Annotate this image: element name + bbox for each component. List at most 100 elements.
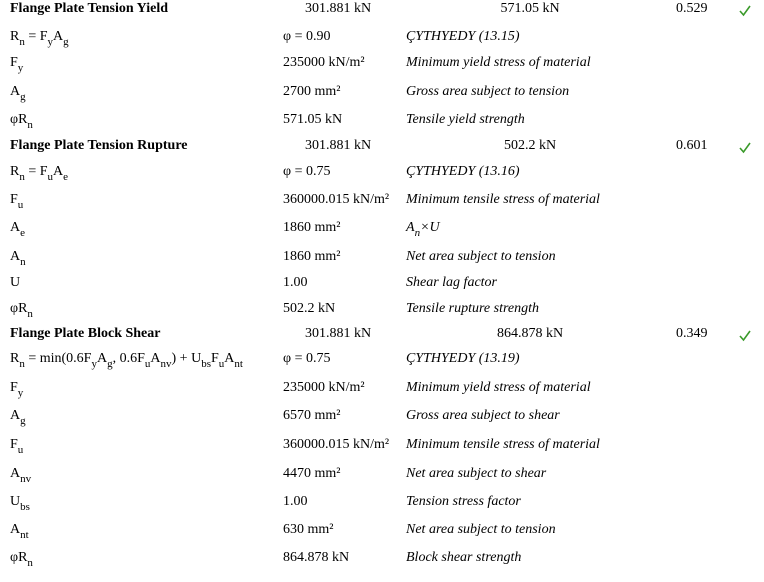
text: R	[10, 29, 20, 44]
text: A	[10, 249, 21, 264]
note: An×U	[406, 220, 440, 239]
symbol: Fu	[10, 437, 24, 456]
subscript: n	[19, 36, 25, 48]
text: A	[224, 351, 235, 366]
subscript: e	[20, 227, 26, 239]
note: Tension stress factor	[406, 494, 521, 509]
note: Minimum yield stress of material	[406, 380, 591, 395]
subscript: g	[20, 415, 26, 427]
note: Tensile rupture strength	[406, 301, 540, 316]
value: 2700 mm²	[283, 84, 341, 99]
text: = min(0.6F	[24, 351, 92, 366]
value: 235000 kN/m²	[283, 380, 365, 395]
capacity: 571.05 kN	[500, 1, 560, 16]
text: A	[406, 220, 415, 235]
value: 1.00	[283, 494, 308, 509]
note: Gross area subject to shear	[406, 408, 560, 423]
subscript: nv	[20, 473, 32, 485]
ratio: 0.529	[676, 1, 708, 16]
capacity: 502.2 kN	[503, 138, 557, 153]
subscript: u	[17, 444, 24, 456]
text: A	[150, 351, 161, 366]
value: 1860 mm²	[283, 220, 341, 235]
note: Tensile yield strength	[406, 112, 525, 127]
value: 6570 mm²	[283, 408, 341, 423]
note: Minimum tensile stress of material	[406, 192, 600, 207]
text: φR	[10, 112, 28, 127]
subscript: u	[218, 358, 225, 370]
note: Net area subject to tension	[406, 522, 556, 537]
symbol: φRn	[10, 112, 33, 131]
subscript: u	[17, 199, 24, 211]
text: ×U	[420, 220, 440, 235]
value: 4470 mm²	[283, 466, 341, 481]
text: φR	[10, 550, 28, 565]
subscript: y	[47, 36, 54, 48]
subscript: nv	[160, 358, 172, 370]
symbol: Fy	[10, 55, 23, 74]
text: F	[10, 55, 18, 70]
text: A	[53, 164, 64, 179]
subscript: g	[20, 91, 26, 103]
subscript: n	[19, 358, 25, 370]
subscript: nt	[20, 529, 29, 541]
text: F	[210, 351, 219, 366]
note: Minimum yield stress of material	[406, 55, 591, 70]
ratio: 0.349	[676, 326, 708, 341]
symbol: Rn = FuAe	[10, 164, 69, 183]
symbol: Ae	[10, 220, 26, 239]
demand: 301.881 kN	[305, 326, 372, 341]
symbol: Ant	[10, 522, 29, 541]
capacity: 864.878 kN	[496, 326, 564, 341]
text: A	[10, 408, 21, 423]
value: 235000 kN/m²	[283, 55, 365, 70]
value: 360000.015 kN/m²	[283, 437, 390, 452]
note: Gross area subject to tension	[406, 84, 570, 99]
text: F	[10, 437, 18, 452]
text: R	[10, 351, 20, 366]
text: U	[10, 275, 21, 290]
subscript: y	[91, 358, 97, 370]
value: φ = 0.75	[283, 164, 331, 179]
text: F	[10, 380, 18, 395]
text: φR	[10, 301, 28, 316]
note: Minimum tensile stress of material	[406, 437, 600, 452]
symbol: φRn	[10, 550, 33, 569]
text: = F	[24, 164, 48, 179]
check-icon	[739, 5, 751, 17]
symbol: φRn	[10, 301, 33, 320]
note: ÇYTHYEDY (13.16)	[406, 164, 520, 179]
subscript: n	[414, 227, 421, 239]
text: A	[10, 84, 21, 99]
value: 1.00	[283, 275, 308, 290]
value: 360000.015 kN/m²	[283, 192, 390, 207]
text: R	[10, 164, 20, 179]
subscript: y	[17, 387, 24, 399]
symbol: Ubs	[10, 494, 30, 513]
subscript: n	[20, 256, 26, 268]
value: φ = 0.75	[283, 351, 331, 366]
subscript: bs	[201, 358, 211, 370]
symbol: Fu	[10, 192, 24, 211]
symbol: Anv	[10, 466, 32, 485]
value: 571.05 kN	[283, 112, 343, 127]
symbol: Ag	[10, 84, 26, 103]
subscript: u	[144, 358, 151, 370]
subscript: e	[63, 171, 69, 183]
check-icon	[739, 142, 751, 154]
symbol: U	[10, 275, 20, 291]
subscript: u	[47, 171, 54, 183]
symbol: Rn = FyAg	[10, 29, 69, 48]
demand: 301.881 kN	[305, 1, 372, 16]
section-title: Flange Plate Tension Rupture	[10, 138, 188, 153]
text: ) + U	[171, 351, 202, 366]
note: Block shear strength	[406, 550, 522, 565]
note: ÇYTHYEDY (13.15)	[406, 29, 520, 44]
text: A	[10, 220, 21, 235]
subscript: g	[63, 36, 69, 48]
value: 630 mm²	[283, 522, 334, 537]
text: A	[10, 522, 21, 537]
subscript: nt	[234, 358, 243, 370]
text: A	[96, 351, 108, 366]
